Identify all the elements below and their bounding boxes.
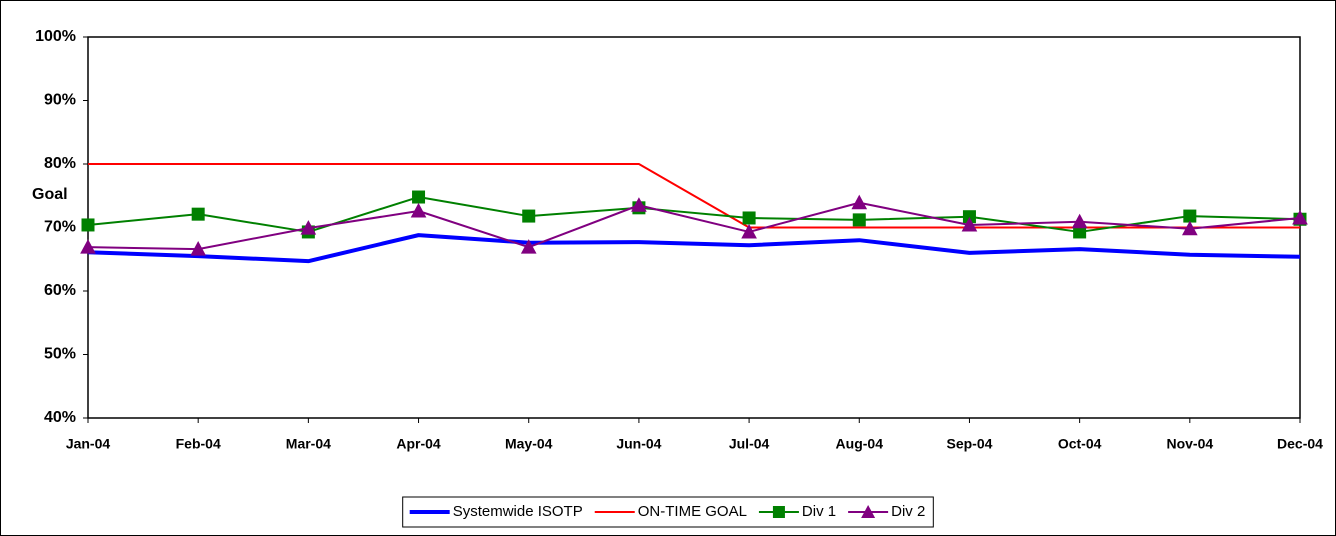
x-tick-label: May-04: [505, 436, 553, 452]
data-point: [522, 209, 536, 223]
data-point: [961, 216, 978, 232]
x-tick-label: Dec-04: [1277, 436, 1323, 452]
y-tick-label: 70%: [44, 219, 76, 236]
series-line: [87, 201, 1301, 251]
x-tick-label: Sep-04: [946, 436, 992, 452]
legend-label: Systemwide ISOTP: [453, 503, 583, 520]
legend-box: [402, 496, 934, 528]
legend-marker-shape: [772, 506, 785, 518]
x-tick-label: Feb-04: [176, 436, 221, 452]
legend-label: Div 2: [891, 503, 925, 520]
data-point: [412, 190, 426, 204]
data-point: [191, 207, 205, 221]
data-point: [520, 239, 537, 254]
series-line: [87, 196, 1301, 233]
data-point: [742, 211, 756, 225]
legend-label: Div 1: [802, 503, 836, 520]
annotation: Goal: [32, 186, 68, 203]
x-tick-label: Jan-04: [66, 436, 111, 452]
x-tick-label: Oct-04: [1058, 436, 1102, 452]
x-tick-label: Jun-04: [616, 436, 661, 452]
legend: Systemwide ISOTP ON-TIME GOAL Div 1 Div 2: [402, 496, 934, 528]
data-point: [1181, 220, 1198, 236]
data-point: [410, 202, 427, 218]
x-tick-label: Jul-04: [729, 436, 770, 452]
legend-label: ON-TIME GOAL: [638, 503, 747, 520]
y-tick-label: 60%: [44, 282, 76, 299]
y-tick-label: 100%: [35, 28, 76, 45]
legend-marker-shape: [861, 505, 876, 518]
data-point: [1292, 209, 1308, 225]
legend-marker: [772, 506, 785, 518]
data-point: [1183, 209, 1197, 223]
data-point: [190, 241, 207, 256]
x-tick-label: Aug-04: [836, 436, 884, 452]
y-tick-label: 40%: [44, 409, 76, 426]
data-point: [81, 218, 95, 232]
data-point: [300, 220, 317, 235]
y-tick-label: 90%: [44, 92, 76, 109]
data-point: [851, 194, 868, 210]
y-tick-label: 80%: [44, 155, 76, 172]
data-point: [852, 213, 866, 227]
series-line: [87, 233, 1301, 264]
x-tick-label: Nov-04: [1166, 436, 1213, 452]
data-point: [741, 223, 757, 239]
y-tick-label: 50%: [44, 346, 76, 363]
legend-marker: [861, 505, 876, 518]
data-point: [1071, 213, 1088, 229]
data-point: [631, 197, 647, 212]
x-tick-label: Apr-04: [396, 436, 441, 452]
x-tick-label: Mar-04: [286, 436, 331, 452]
series-line: [88, 163, 1300, 229]
data-point: [80, 239, 96, 254]
